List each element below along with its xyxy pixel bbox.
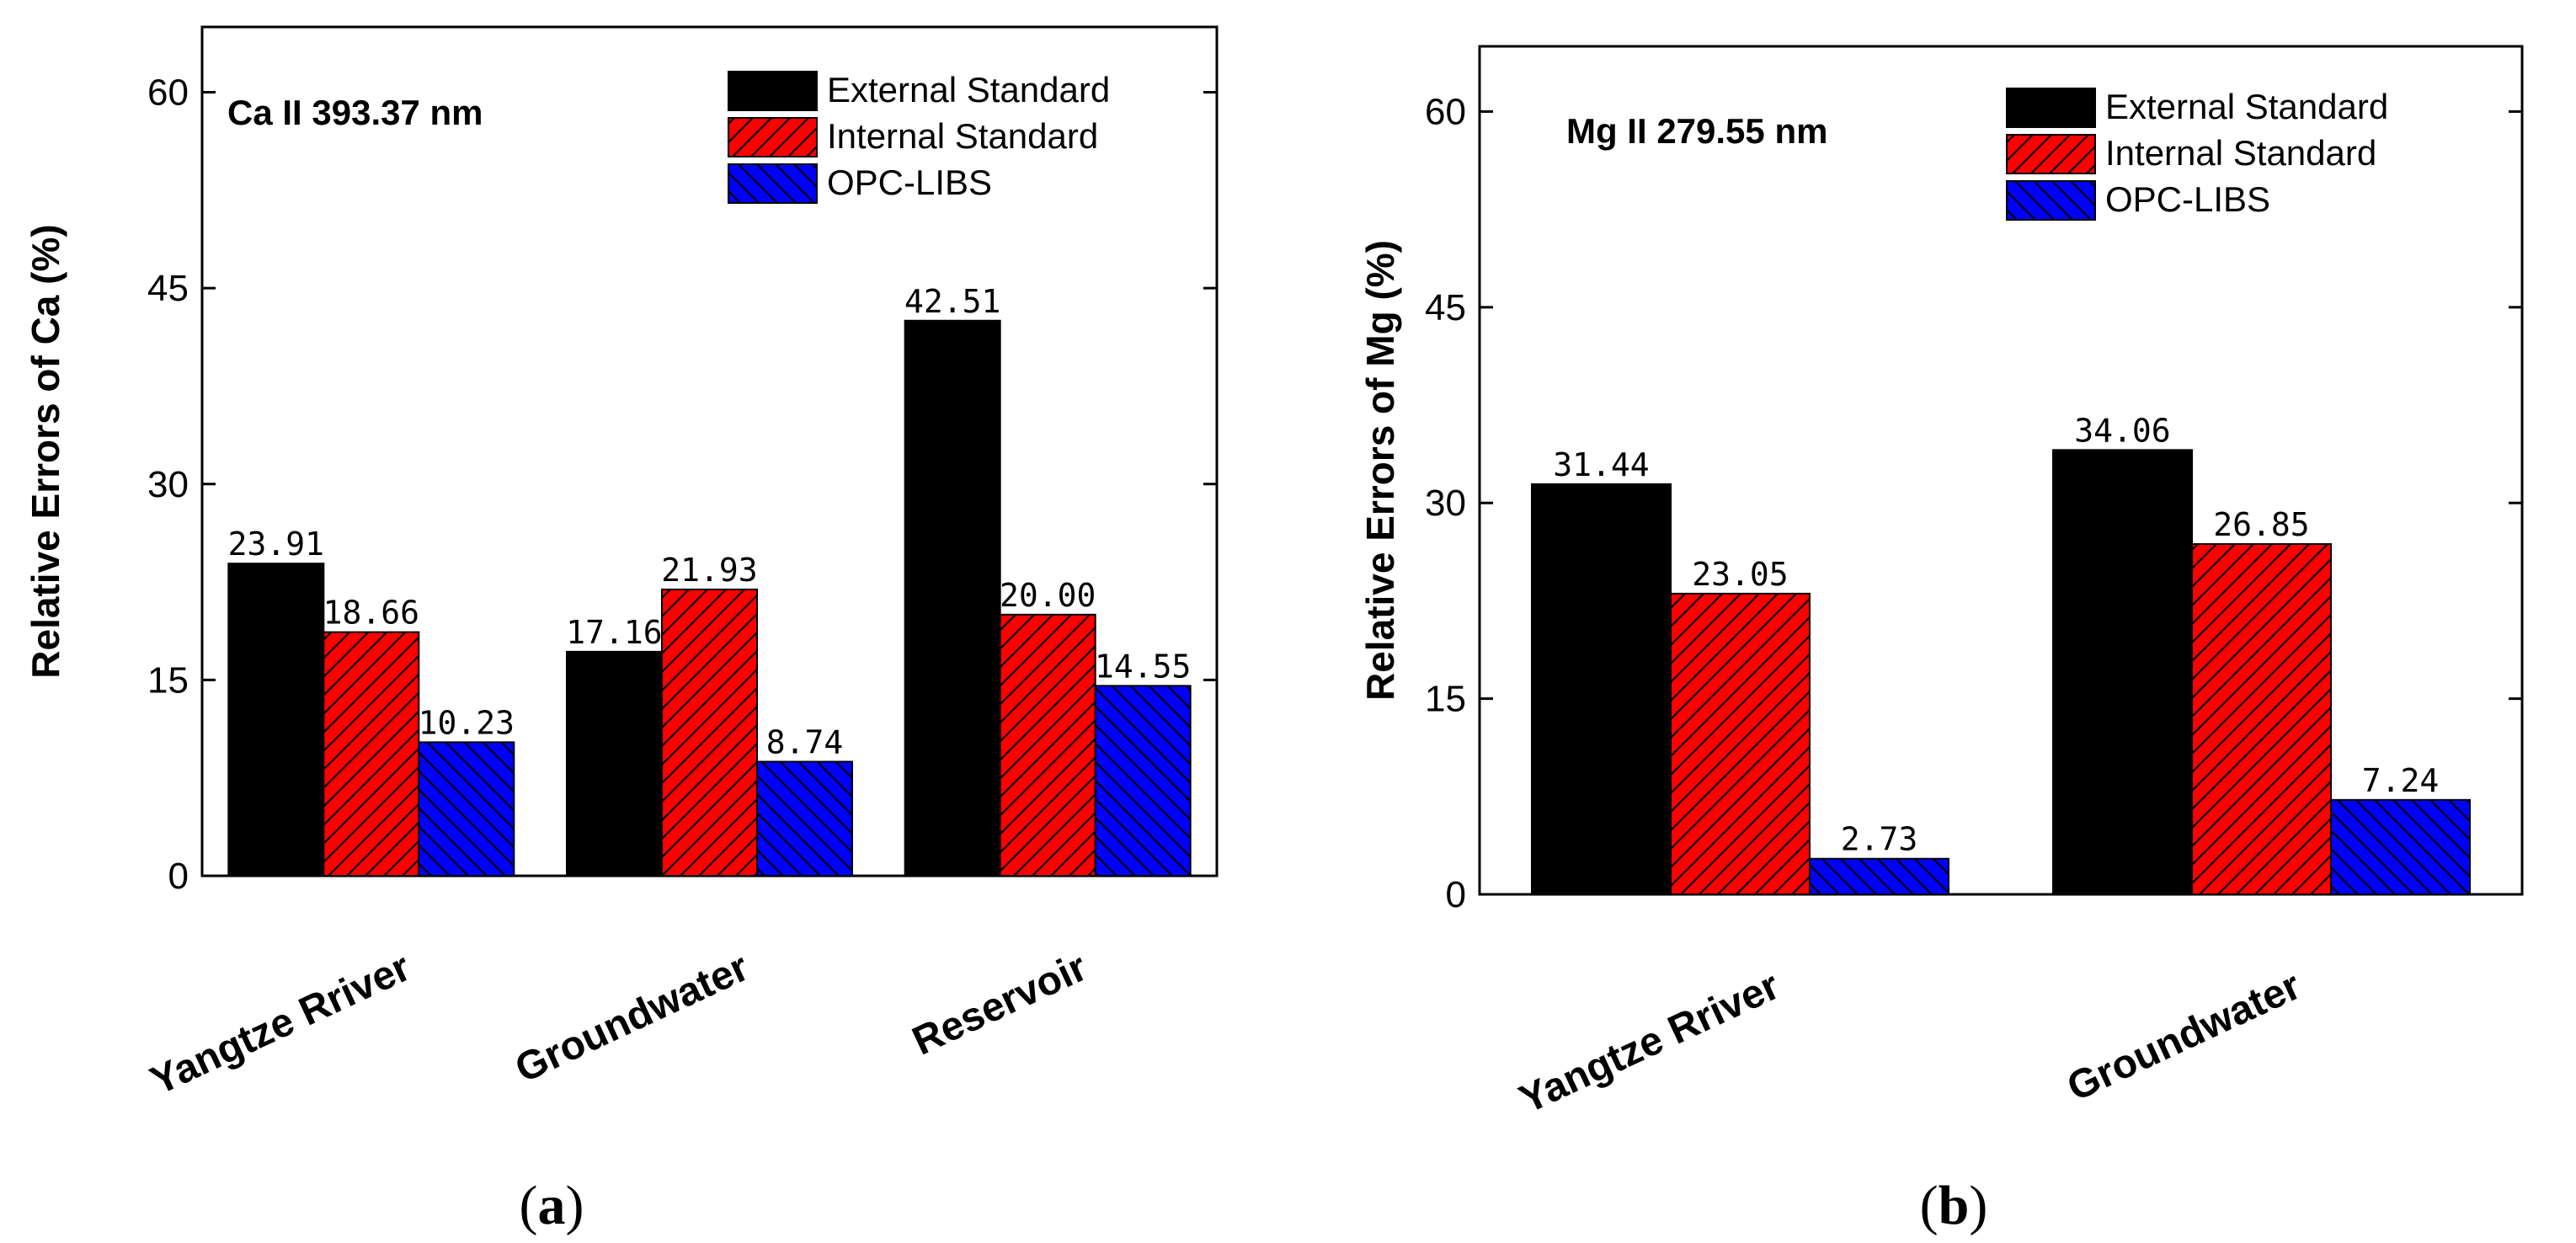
legend-entry: Internal Standard	[827, 116, 1098, 156]
bar-external-standard	[227, 563, 325, 877]
bar-value-label: 31.44	[1553, 446, 1649, 483]
category-label: Reservoir	[906, 945, 1094, 1064]
y-tick-label: 0	[168, 856, 189, 897]
bar-value-label: 21.93	[661, 552, 757, 589]
bar-value-label: 17.16	[566, 614, 662, 651]
category-label: Yangtze Rriver	[144, 945, 418, 1104]
y-tick-label: 60	[147, 72, 189, 114]
bar-value-label: 8.74	[766, 723, 844, 760]
bar-value-label: 23.05	[1692, 556, 1788, 593]
legend-swatch	[2006, 88, 2096, 128]
y-tick-label: 15	[147, 659, 189, 701]
y-axis-title: Relative Errors of Ca (%)	[24, 224, 67, 678]
y-tick-label: 15	[1425, 679, 1466, 720]
chart-panel-a: 0 15 30 45 60 Relative Errors of Ca (%) Ca II …	[24, 25, 1219, 1104]
bar-internal-standard	[661, 588, 758, 877]
chart-panel-b: 0 15 30 45 60 Relative Errors of Mg (%) Mg II …	[1358, 45, 2524, 1123]
bar-opc-libs	[1809, 857, 1949, 895]
category-label: Yangtze Rriver	[1513, 963, 1787, 1123]
legend-swatch	[728, 163, 818, 204]
y-tick-label: 30	[147, 464, 189, 505]
legend: External Standard Internal Standard OPC-LI…	[2006, 87, 2388, 221]
bar-value-label: 26.85	[2213, 506, 2309, 543]
legend-entry: External Standard	[2105, 87, 2388, 126]
plot-frame	[1478, 45, 2524, 896]
bar-external-standard	[904, 319, 1001, 877]
bar-value-label: 10.23	[419, 704, 515, 741]
legend-entry: OPC-LIBS	[827, 163, 992, 202]
legend-swatch	[728, 71, 818, 111]
bar-value-label: 14.55	[1095, 648, 1191, 685]
legend: External Standard Internal Standard OPC-LI…	[728, 70, 1110, 204]
bar-internal-standard	[999, 613, 1096, 877]
bar-internal-standard	[1670, 592, 1811, 895]
y-tick-label: 30	[1425, 483, 1466, 524]
bar-opc-libs	[756, 760, 853, 877]
bar-external-standard	[566, 650, 663, 877]
bar-value-label: 2.73	[1841, 821, 1918, 858]
bar-external-standard	[2052, 449, 2193, 895]
legend-swatch	[2006, 134, 2096, 174]
bar-external-standard	[1531, 483, 1672, 896]
legend-swatch	[2006, 180, 2096, 221]
y-axis-title: Relative Errors of Mg (%)	[1358, 240, 1402, 701]
legend-entry: Internal Standard	[2105, 133, 2376, 173]
y-tick-label: 45	[147, 268, 189, 309]
legend-swatch	[728, 117, 818, 157]
category-label: Groundwater	[509, 945, 755, 1091]
bar-value-label: 7.24	[2362, 762, 2440, 799]
legend-entry: External Standard	[827, 70, 1110, 109]
bar-value-label: 42.51	[904, 283, 1000, 320]
y-tick-label: 60	[1425, 91, 1466, 132]
bar-value-label: 34.06	[2074, 412, 2170, 449]
legend-entry: OPC-LIBS	[2105, 179, 2270, 219]
bar-value-label: 20.00	[1000, 577, 1096, 614]
panel-annotation: Mg II 279.55 nm	[1566, 111, 1827, 151]
panel-b-label: (b)	[1920, 1175, 1988, 1236]
category-label: Groundwater	[2061, 963, 2307, 1110]
y-tick-label: 0	[1446, 874, 1466, 915]
bar-value-label: 18.66	[323, 595, 419, 632]
bar-opc-libs	[418, 741, 515, 878]
bar-opc-libs	[1094, 685, 1192, 878]
bar-opc-libs	[2330, 798, 2471, 895]
bar-internal-standard	[2191, 543, 2332, 896]
bar-value-label: 23.91	[228, 525, 324, 563]
panel-annotation: Ca II 393.37 nm	[227, 93, 483, 132]
bar-internal-standard	[323, 631, 420, 877]
panel-a-label: (a)	[520, 1175, 584, 1236]
y-tick-label: 45	[1425, 287, 1466, 328]
